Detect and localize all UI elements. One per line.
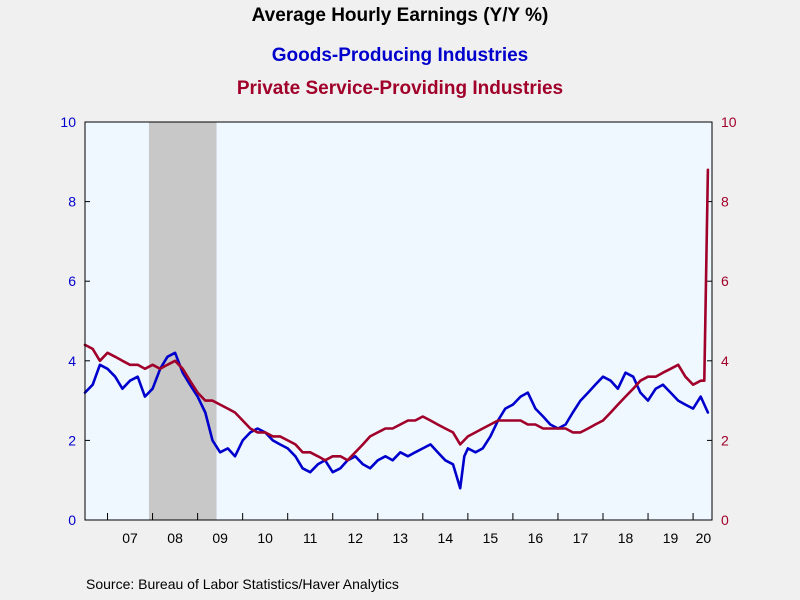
x-tick-label: 20: [696, 530, 712, 546]
x-tick-label: 14: [438, 530, 454, 546]
y-tick-label-left: 8: [68, 194, 76, 210]
x-tick-label: 11: [303, 530, 318, 546]
x-tick-label: 16: [528, 530, 544, 546]
y-tick-label-right: 8: [721, 194, 729, 210]
y-tick-label-right: 2: [721, 432, 729, 448]
axis-ticks: 0 0 2 2 4 4 6 6 8 8 10 10 07 08 09 10 11 12 13 14 15 16 17 18 19…: [60, 114, 736, 546]
y-tick-label-left: 4: [68, 353, 76, 369]
y-tick-label-right: 4: [721, 353, 729, 369]
x-tick-label: 12: [347, 530, 363, 546]
x-tick-label: 18: [618, 530, 634, 546]
y-tick-label-right: 0: [721, 512, 729, 528]
series-label-services: Private Service-Providing Industries: [237, 78, 563, 99]
x-tick-label: 15: [483, 530, 499, 546]
series-label-goods: Goods-Producing Industries: [272, 45, 529, 66]
x-tick-label: 19: [663, 530, 679, 546]
x-tick-label: 13: [393, 530, 409, 546]
series-line-services: [83, 168, 710, 462]
source-note: Source: Bureau of Labor Statistics/Haver…: [86, 576, 399, 592]
series-line-goods: [83, 351, 710, 490]
chart-title: Average Hourly Earnings (Y/Y %): [252, 5, 549, 26]
x-tick-label: 10: [257, 530, 273, 546]
y-tick-label-left: 10: [60, 114, 76, 130]
y-tick-label-right: 6: [721, 273, 729, 289]
recession-band: [148, 122, 217, 520]
plot-frame: [84, 121, 713, 521]
y-tick-label-left: 2: [68, 432, 76, 448]
y-tick-label-right: 10: [721, 114, 737, 130]
x-tick-label: 09: [212, 530, 228, 546]
x-tick-label: 07: [122, 530, 138, 546]
x-tick-label: 08: [167, 530, 183, 546]
x-tick-label: 17: [573, 530, 589, 546]
series-lines: [83, 168, 710, 490]
y-tick-label-left: 6: [68, 273, 76, 289]
y-tick-label-left: 0: [68, 512, 76, 528]
